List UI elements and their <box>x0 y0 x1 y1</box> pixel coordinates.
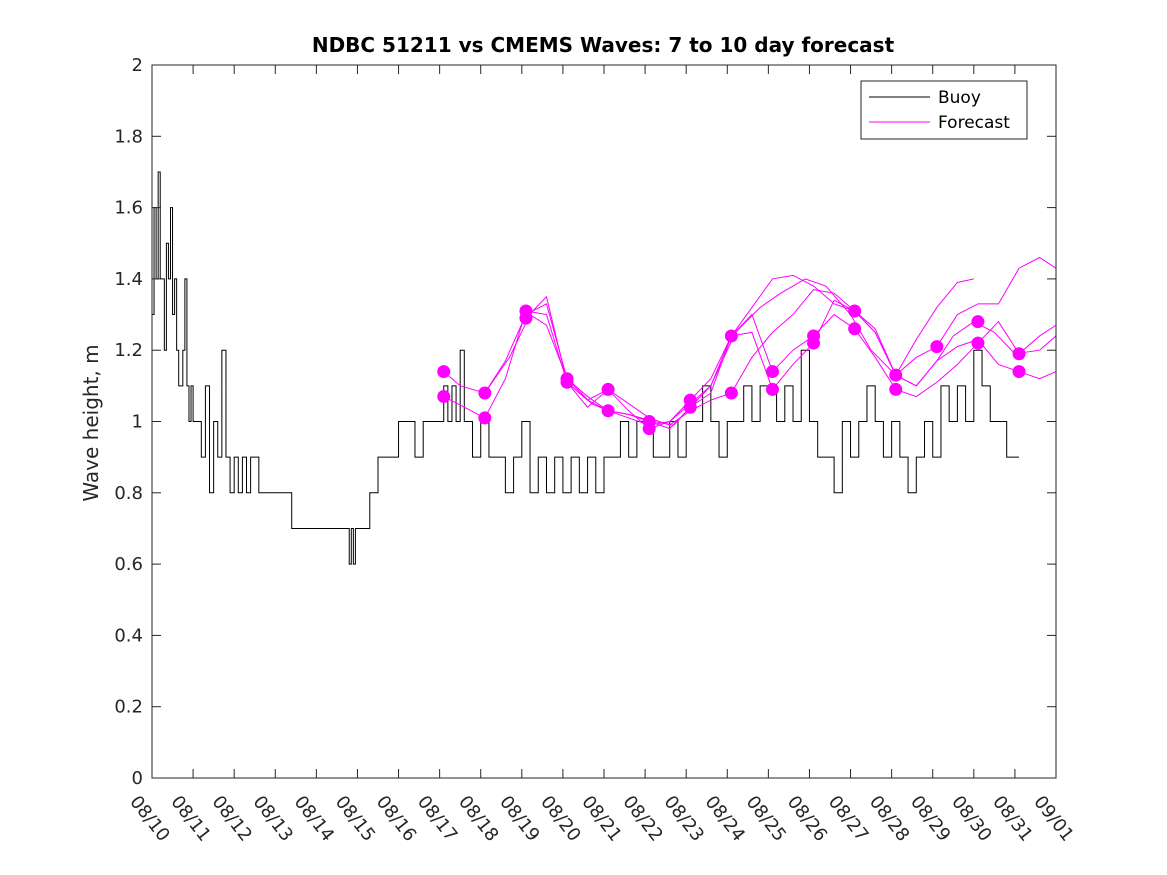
y-tick-label: 1.2 <box>114 340 143 361</box>
forecast-marker <box>601 404 615 418</box>
y-tick-label: 0.8 <box>114 483 143 504</box>
y-tick-label: 0.6 <box>114 554 143 575</box>
forecast-marker <box>889 368 903 382</box>
forecast-marker <box>642 422 656 436</box>
forecast-marker <box>971 336 985 350</box>
plot-area <box>152 171 1057 565</box>
forecast-series-line <box>443 289 1057 426</box>
legend-buoy-label: Buoy <box>938 88 981 108</box>
y-tick-label: 0.4 <box>114 625 143 646</box>
forecast-marker <box>807 336 821 350</box>
y-tick-label: 2 <box>132 55 143 76</box>
forecast-marker <box>848 304 862 318</box>
legend-forecast-label: Forecast <box>938 113 1010 133</box>
legend-box <box>860 80 1028 140</box>
y-tick-label: 1.8 <box>114 126 143 147</box>
y-axis-label: Wave height, m <box>79 344 103 501</box>
y-tick-label: 1.6 <box>114 198 143 219</box>
y-tick-label: 1 <box>132 412 143 433</box>
forecast-marker <box>601 382 615 396</box>
forecast-marker <box>889 382 903 396</box>
forecast-marker <box>971 315 985 329</box>
forecast-marker <box>437 365 451 379</box>
forecast-marker <box>848 322 862 336</box>
forecast-marker <box>560 375 574 389</box>
legend: Buoy Forecast <box>860 80 1028 140</box>
forecast-marker <box>930 340 944 354</box>
y-tick-label: 1.4 <box>114 269 143 290</box>
y-tick-label: 0 <box>132 768 143 789</box>
forecast-series-line <box>443 278 1057 426</box>
forecast-marker <box>724 329 738 343</box>
forecast-marker <box>1012 365 1026 379</box>
y-axis: 0 0.2 0.4 0.6 0.8 1 1.2 1.4 1.6 1.8 2 <box>114 55 1056 789</box>
forecast-marker <box>724 386 738 400</box>
forecast-series-line <box>566 274 974 426</box>
forecast-marker <box>765 365 779 379</box>
forecast-marker <box>519 311 533 325</box>
forecast-marker <box>478 411 492 425</box>
y-tick-label: 0.2 <box>114 697 143 718</box>
chart-title: NDBC 51211 vs CMEMS Waves: 7 to 10 day f… <box>312 33 895 57</box>
forecast-marker <box>683 400 697 414</box>
forecast-marker <box>765 382 779 396</box>
forecast-marker <box>437 390 451 404</box>
forecast-series-line <box>525 256 1057 430</box>
forecast-marker <box>478 386 492 400</box>
buoy-series-line <box>152 171 1020 565</box>
forecast-marker <box>1012 347 1026 361</box>
